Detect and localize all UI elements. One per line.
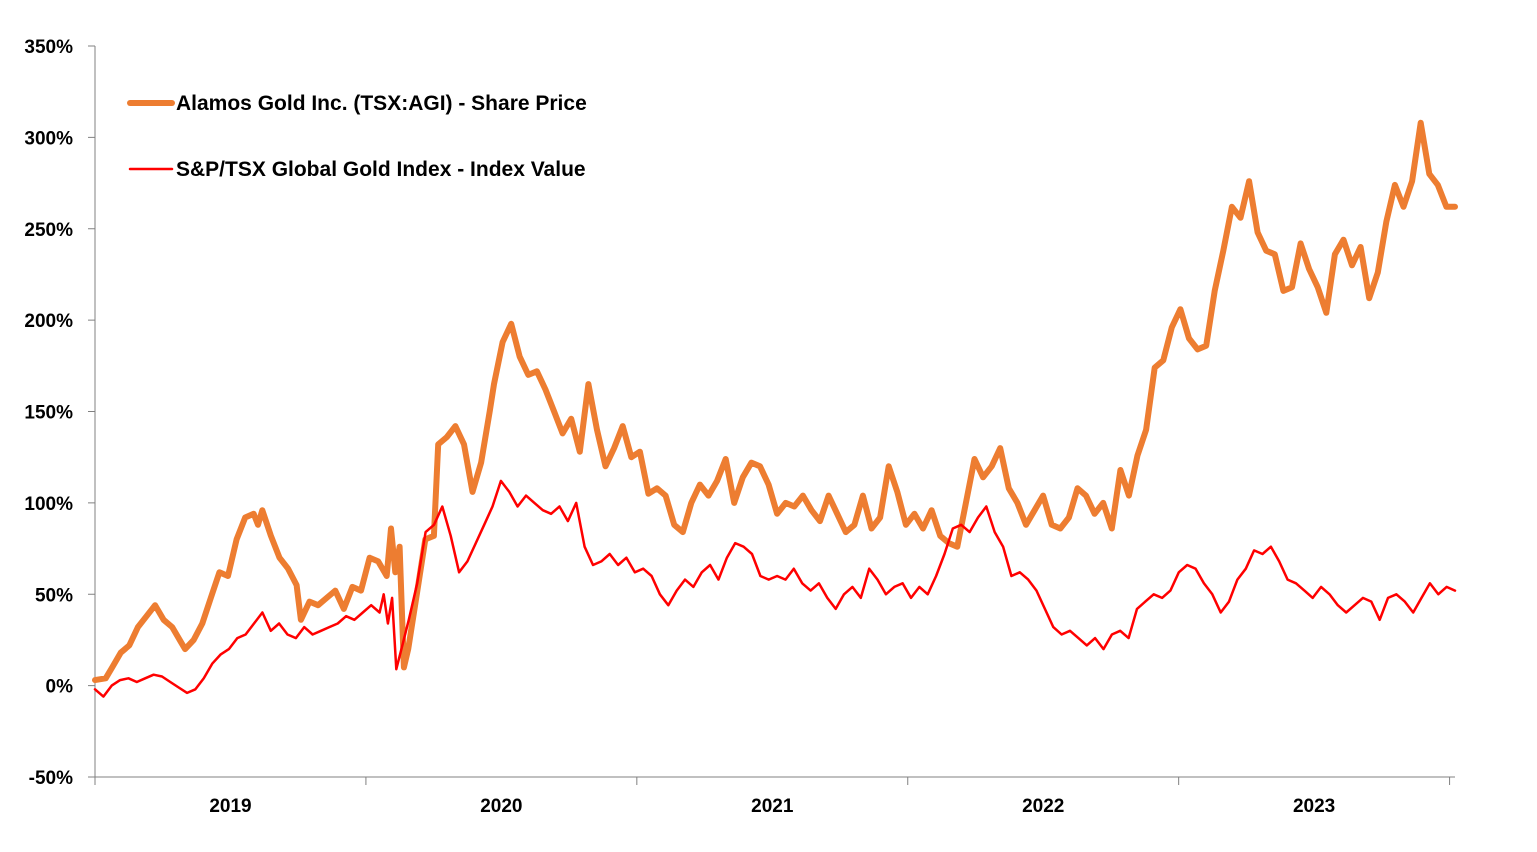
y-tick-label: 350% bbox=[24, 37, 73, 58]
x-tick-label: 2020 bbox=[480, 796, 522, 817]
legend-item: S&P/TSX Global Gold Index - Index Value bbox=[128, 158, 586, 181]
legend: Alamos Gold Inc. (TSX:AGI) - Share Price… bbox=[127, 92, 587, 181]
series-lines bbox=[92, 119, 1458, 698]
y-tick-label: 100% bbox=[24, 494, 73, 515]
y-tick-label: -50% bbox=[29, 768, 73, 789]
x-tick-label: 2022 bbox=[1022, 796, 1064, 817]
y-axis: -50% 0% 50% 100% 150% 200% 250% 300% 350% bbox=[24, 37, 96, 789]
y-tick-label: 0% bbox=[46, 677, 74, 698]
legend-item: Alamos Gold Inc. (TSX:AGI) - Share Price bbox=[127, 92, 587, 115]
legend-label: Alamos Gold Inc. (TSX:AGI) - Share Price bbox=[176, 92, 587, 115]
y-tick-label: 50% bbox=[35, 585, 73, 606]
series-line-gold-index-value bbox=[93, 479, 1457, 698]
x-tick-label: 2019 bbox=[209, 796, 251, 817]
x-tick-label: 2023 bbox=[1293, 796, 1335, 817]
y-tick-label: 300% bbox=[24, 128, 73, 149]
y-tick-label: 200% bbox=[24, 311, 73, 332]
x-tick-label: 2021 bbox=[751, 796, 794, 817]
x-axis: 2019 2020 2021 2022 2023 bbox=[94, 776, 1455, 817]
y-tick-label: 250% bbox=[24, 220, 73, 241]
y-tick-label: 150% bbox=[24, 403, 73, 424]
legend-label: S&P/TSX Global Gold Index - Index Value bbox=[176, 158, 586, 181]
series-line-agi-share-price bbox=[92, 119, 1458, 684]
